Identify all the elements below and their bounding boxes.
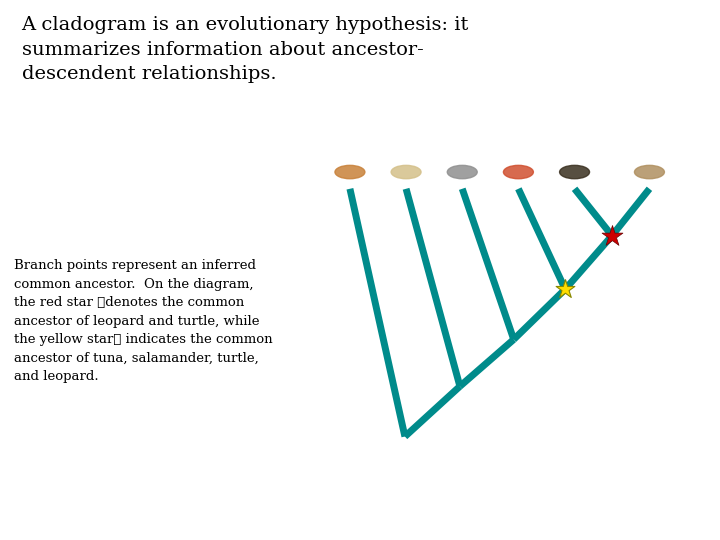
Ellipse shape [447, 165, 477, 179]
Ellipse shape [391, 165, 421, 179]
Point [606, 231, 618, 240]
Text: Branch points represent an inferred
common ancestor.  On the diagram,
the red st: Branch points represent an inferred comm… [14, 259, 273, 383]
Ellipse shape [559, 165, 590, 179]
Ellipse shape [634, 165, 665, 179]
Point [559, 285, 571, 294]
Text: A cladogram is an evolutionary hypothesis: it
summarizes information about ances: A cladogram is an evolutionary hypothesi… [22, 16, 469, 83]
Ellipse shape [503, 165, 534, 179]
Ellipse shape [335, 165, 365, 179]
